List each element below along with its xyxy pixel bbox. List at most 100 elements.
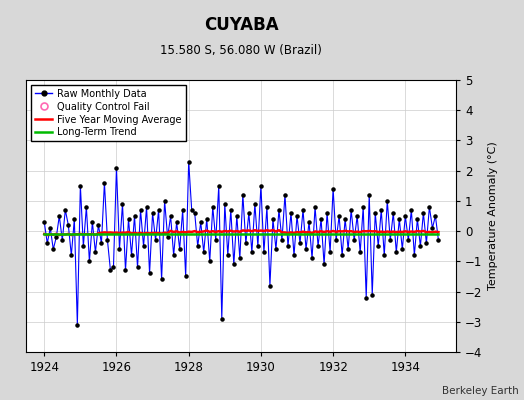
Point xyxy=(287,210,295,216)
Point xyxy=(58,237,67,243)
Text: Berkeley Earth: Berkeley Earth xyxy=(442,386,519,396)
Point xyxy=(127,252,136,258)
Point xyxy=(305,219,313,225)
Point xyxy=(163,234,172,240)
Point xyxy=(215,182,223,189)
Point xyxy=(293,213,301,219)
Point xyxy=(79,243,88,250)
Point xyxy=(263,204,271,210)
Point xyxy=(226,207,235,213)
Point xyxy=(362,294,370,301)
Point xyxy=(115,246,124,252)
Point xyxy=(103,237,112,243)
Point xyxy=(428,225,436,231)
Point xyxy=(55,213,63,219)
Point xyxy=(43,240,51,246)
Point xyxy=(278,237,286,243)
Point xyxy=(209,204,217,210)
Point xyxy=(368,291,376,298)
Point xyxy=(266,282,274,289)
Point xyxy=(172,219,181,225)
Point xyxy=(434,237,443,243)
Point xyxy=(413,216,421,222)
Point xyxy=(317,216,325,222)
Point xyxy=(124,216,133,222)
Point xyxy=(106,267,115,274)
Point xyxy=(179,207,187,213)
Point xyxy=(148,210,157,216)
Point xyxy=(67,252,75,258)
Point xyxy=(46,225,54,231)
Point xyxy=(311,204,319,210)
Point xyxy=(272,246,280,252)
Point xyxy=(145,270,154,277)
Point xyxy=(326,249,334,256)
Point xyxy=(76,182,84,189)
Point xyxy=(203,216,211,222)
Point xyxy=(344,246,352,252)
Point xyxy=(422,240,431,246)
Point xyxy=(341,216,350,222)
Point xyxy=(380,252,388,258)
Point xyxy=(193,243,202,250)
Point xyxy=(257,182,265,189)
Point xyxy=(136,207,145,213)
Point xyxy=(82,204,91,210)
Point xyxy=(91,249,100,256)
Point xyxy=(97,240,106,246)
Point xyxy=(353,213,362,219)
Text: CUYABA: CUYABA xyxy=(204,16,278,34)
Point xyxy=(160,198,169,204)
Y-axis label: Temperature Anomaly (°C): Temperature Anomaly (°C) xyxy=(488,142,498,290)
Point xyxy=(308,255,316,262)
Point xyxy=(238,192,247,198)
Point xyxy=(359,204,367,210)
Point xyxy=(151,237,160,243)
Point xyxy=(254,243,262,250)
Point xyxy=(184,158,193,165)
Point xyxy=(110,264,118,270)
Point xyxy=(167,213,175,219)
Point xyxy=(191,210,199,216)
Point xyxy=(112,164,121,171)
Point xyxy=(100,180,108,186)
Point xyxy=(133,264,141,270)
Point xyxy=(335,213,343,219)
Point xyxy=(188,207,196,213)
Point xyxy=(389,210,398,216)
Point xyxy=(377,207,386,213)
Point xyxy=(85,258,94,264)
Point xyxy=(320,261,328,268)
Point xyxy=(431,213,440,219)
Point xyxy=(404,237,412,243)
Point xyxy=(401,213,410,219)
Point xyxy=(157,276,166,283)
Point xyxy=(236,255,244,262)
Point xyxy=(281,192,289,198)
Point xyxy=(200,249,208,256)
Point xyxy=(130,213,139,219)
Point xyxy=(260,249,268,256)
Point xyxy=(410,252,419,258)
Point xyxy=(374,243,383,250)
Point xyxy=(233,213,241,219)
Point xyxy=(230,261,238,268)
Point xyxy=(269,216,277,222)
Point xyxy=(371,210,379,216)
Point xyxy=(94,222,103,228)
Point xyxy=(392,249,400,256)
Point xyxy=(302,246,310,252)
Point xyxy=(196,219,205,225)
Point xyxy=(212,237,220,243)
Point xyxy=(350,237,358,243)
Point xyxy=(284,243,292,250)
Legend: Raw Monthly Data, Quality Control Fail, Five Year Moving Average, Long-Term Tren: Raw Monthly Data, Quality Control Fail, … xyxy=(31,85,185,141)
Point xyxy=(221,201,229,207)
Point xyxy=(383,198,391,204)
Point xyxy=(275,207,283,213)
Point xyxy=(398,246,407,252)
Point xyxy=(242,240,250,246)
Point xyxy=(347,207,355,213)
Point xyxy=(395,216,403,222)
Point xyxy=(338,252,346,258)
